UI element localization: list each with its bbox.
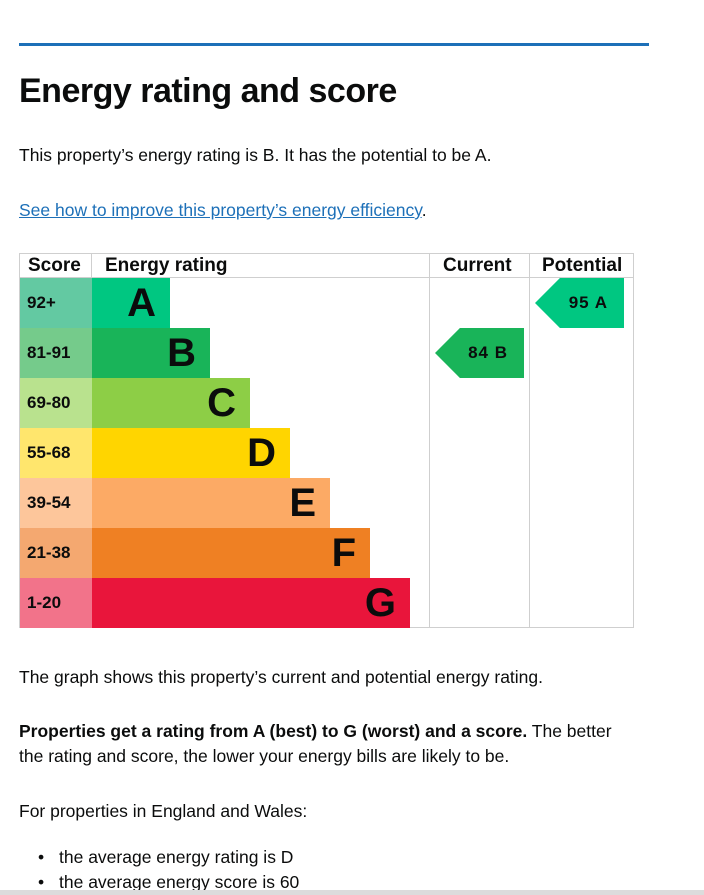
potential-rating-arrow: 95 A <box>535 278 624 328</box>
header-score: Score <box>28 255 81 276</box>
header-current: Current <box>443 255 512 276</box>
list-item: the average energy score is 60 <box>38 870 299 895</box>
col-divider <box>91 254 92 278</box>
scale-rest: The better the rating and score, the low… <box>19 721 612 766</box>
list-item: the average energy rating is D <box>38 845 299 870</box>
header-energy-rating: Energy rating <box>105 255 228 276</box>
rating-bar-a: A <box>92 278 170 328</box>
section-divider <box>19 43 649 46</box>
region-note: For properties in England and Wales: <box>19 801 308 821</box>
score-band-c: 69-80 <box>20 378 92 428</box>
rating-bar-f: F <box>92 528 370 578</box>
rating-bar-c: C <box>92 378 250 428</box>
header-potential: Potential <box>542 255 623 276</box>
score-band-f: 21-38 <box>20 528 92 578</box>
rating-bar-g: G <box>92 578 410 628</box>
score-band-d: 55-68 <box>20 428 92 478</box>
energy-rating-chart: Score Energy rating Current Potential 92… <box>19 253 634 628</box>
averages-list: the average energy rating is D the avera… <box>38 845 299 895</box>
improve-efficiency-link[interactable]: See how to improve this property’s energ… <box>19 200 422 220</box>
header-divider <box>20 277 633 278</box>
score-band-g: 1-20 <box>20 578 92 628</box>
col-divider <box>529 254 530 627</box>
page-title: Energy rating and score <box>19 72 397 110</box>
scale-explanation: Properties get a rating from A (best) to… <box>19 719 639 769</box>
col-divider <box>429 254 430 627</box>
link-suffix: . <box>421 200 427 220</box>
current-rating-arrow: 84 B <box>435 328 524 378</box>
improve-link-line: See how to improve this property’s energ… <box>19 198 427 223</box>
score-band-a: 92+ <box>20 278 92 328</box>
rating-bar-b: B <box>92 328 210 378</box>
graph-note: The graph shows this property’s current … <box>19 667 544 687</box>
rating-bar-e: E <box>92 478 330 528</box>
score-band-e: 39-54 <box>20 478 92 528</box>
score-band-b: 81-91 <box>20 328 92 378</box>
rating-bar-d: D <box>92 428 290 478</box>
horizontal-scrollbar[interactable] <box>0 890 704 895</box>
scale-bold: Properties get a rating from A (best) to… <box>19 721 528 741</box>
rating-summary: This property’s energy rating is B. It h… <box>19 145 492 165</box>
